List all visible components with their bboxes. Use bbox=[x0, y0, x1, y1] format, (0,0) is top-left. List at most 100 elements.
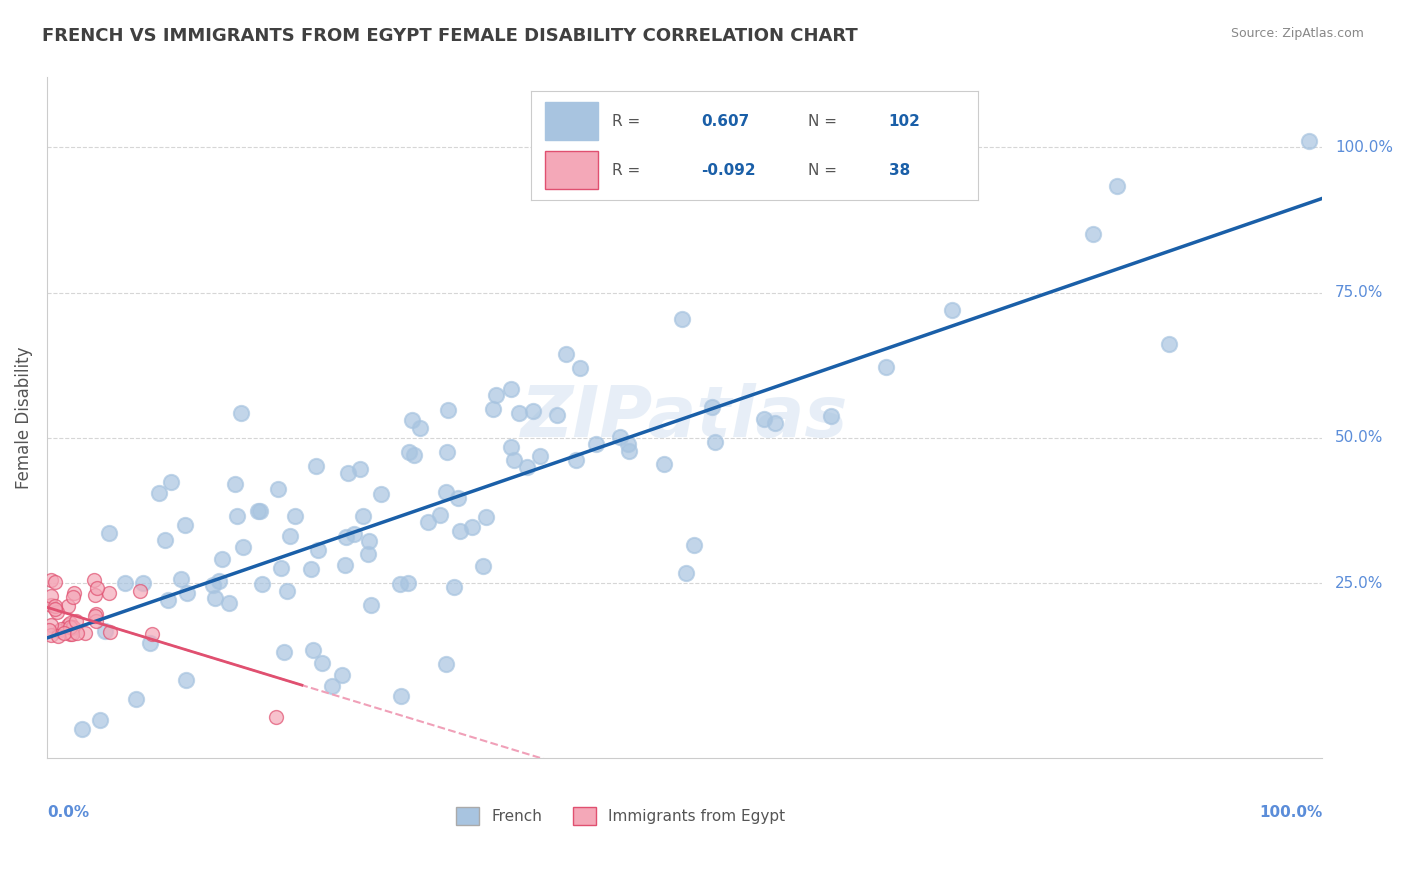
Point bbox=[139, 635, 162, 649]
Point bbox=[128, 584, 150, 599]
Point bbox=[554, 347, 576, 361]
Point bbox=[522, 404, 544, 418]
Point bbox=[429, 508, 451, 523]
Point bbox=[62, 590, 84, 604]
Point bbox=[224, 476, 246, 491]
Point bbox=[418, 515, 440, 529]
Point bbox=[252, 577, 274, 591]
Point bbox=[84, 608, 107, 623]
Point bbox=[201, 578, 224, 592]
Point bbox=[83, 588, 105, 602]
Point bbox=[247, 504, 270, 518]
Point bbox=[398, 445, 420, 459]
Point bbox=[401, 412, 423, 426]
Point bbox=[159, 475, 181, 489]
Point bbox=[132, 576, 155, 591]
Point bbox=[703, 435, 725, 450]
Point bbox=[59, 626, 82, 640]
Point bbox=[284, 508, 307, 523]
Point bbox=[38, 623, 60, 637]
Point bbox=[45, 605, 67, 619]
Point bbox=[155, 533, 177, 547]
Point bbox=[58, 620, 80, 634]
Point bbox=[39, 617, 62, 632]
Point bbox=[396, 575, 419, 590]
Point bbox=[94, 624, 117, 639]
Point bbox=[436, 444, 458, 458]
Point bbox=[335, 531, 357, 545]
Point bbox=[59, 616, 82, 631]
Point bbox=[276, 584, 298, 599]
Point bbox=[820, 409, 842, 424]
Text: 100.0%: 100.0% bbox=[1334, 140, 1393, 154]
Point bbox=[156, 593, 179, 607]
Point bbox=[266, 710, 288, 724]
Point bbox=[482, 401, 505, 416]
Point bbox=[218, 597, 240, 611]
Point bbox=[84, 607, 107, 621]
Point bbox=[65, 614, 87, 628]
Point bbox=[546, 408, 568, 422]
Point bbox=[141, 627, 163, 641]
Point bbox=[148, 485, 170, 500]
Point bbox=[330, 668, 353, 682]
Point bbox=[301, 562, 323, 576]
Point bbox=[44, 575, 66, 590]
Point bbox=[875, 359, 897, 374]
Text: Source: ZipAtlas.com: Source: ZipAtlas.com bbox=[1230, 27, 1364, 40]
Point bbox=[1081, 227, 1104, 242]
Point bbox=[609, 430, 631, 444]
Point bbox=[352, 509, 374, 524]
Point bbox=[516, 460, 538, 475]
Text: 75.0%: 75.0% bbox=[1334, 285, 1384, 300]
Point bbox=[49, 622, 72, 636]
Point bbox=[443, 580, 465, 594]
Point bbox=[700, 400, 723, 414]
Point bbox=[305, 459, 328, 474]
Point bbox=[44, 599, 66, 613]
Point bbox=[267, 482, 290, 496]
Point bbox=[565, 452, 588, 467]
Point bbox=[499, 382, 522, 396]
Point bbox=[370, 487, 392, 501]
Point bbox=[485, 387, 508, 401]
Point bbox=[176, 586, 198, 600]
Point bbox=[434, 657, 457, 671]
Point bbox=[1298, 135, 1320, 149]
Point bbox=[75, 625, 97, 640]
Point bbox=[273, 645, 295, 659]
Point bbox=[89, 713, 111, 727]
Text: 50.0%: 50.0% bbox=[1334, 430, 1384, 445]
Point bbox=[307, 543, 329, 558]
Point bbox=[388, 576, 411, 591]
Point bbox=[357, 548, 380, 562]
Point bbox=[83, 573, 105, 587]
Point bbox=[58, 599, 80, 614]
Point bbox=[503, 453, 526, 467]
Point bbox=[585, 437, 607, 451]
Text: 25.0%: 25.0% bbox=[1334, 575, 1384, 591]
Point bbox=[208, 574, 231, 589]
Point bbox=[617, 444, 640, 458]
Point bbox=[389, 689, 412, 703]
Point bbox=[226, 509, 249, 524]
Point bbox=[763, 416, 786, 430]
Point bbox=[402, 448, 425, 462]
Point bbox=[1157, 336, 1180, 351]
Point bbox=[336, 467, 359, 481]
Y-axis label: Female Disability: Female Disability bbox=[15, 346, 32, 489]
Point bbox=[302, 643, 325, 657]
Point bbox=[98, 625, 121, 640]
Point bbox=[125, 692, 148, 706]
Point bbox=[114, 576, 136, 591]
Point bbox=[70, 722, 93, 736]
Point bbox=[349, 462, 371, 476]
Point bbox=[437, 403, 460, 417]
Point bbox=[529, 449, 551, 463]
Point bbox=[46, 629, 69, 643]
Point bbox=[311, 656, 333, 670]
Point bbox=[499, 440, 522, 454]
Point bbox=[44, 602, 66, 616]
Point bbox=[675, 566, 697, 580]
Point bbox=[52, 626, 75, 640]
